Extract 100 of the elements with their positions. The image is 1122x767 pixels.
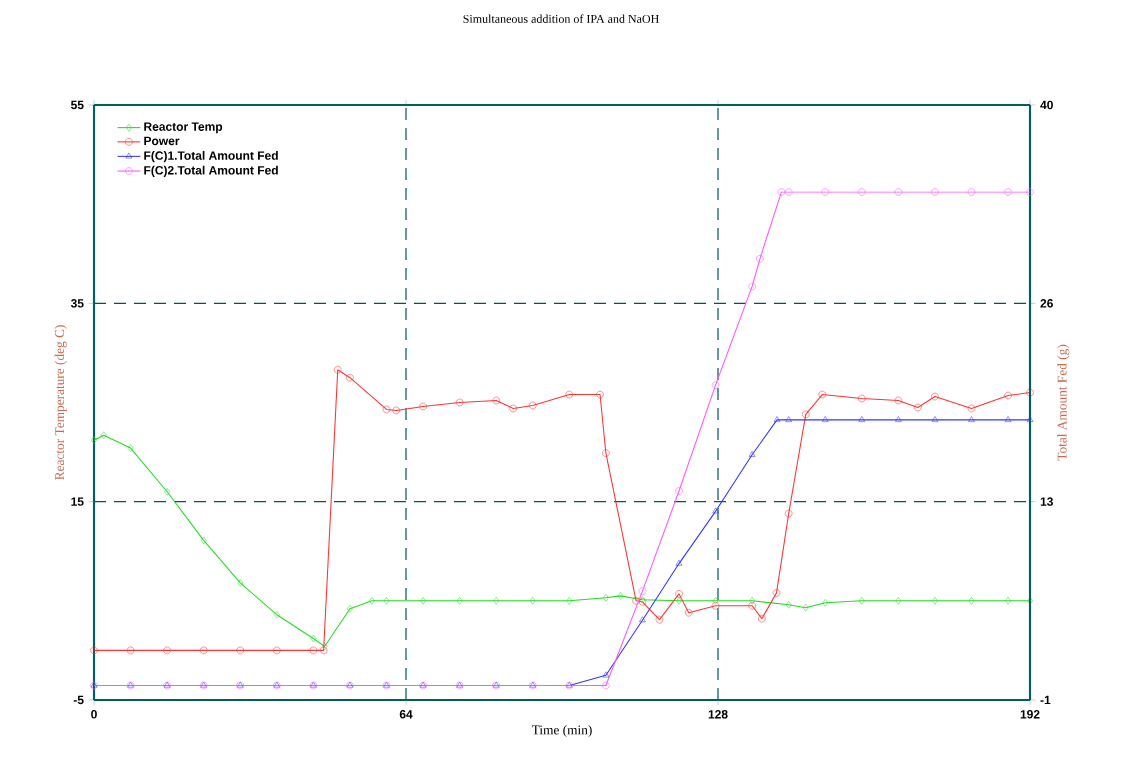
point bbox=[822, 599, 829, 607]
point bbox=[566, 597, 573, 605]
y-tick-label: 55 bbox=[70, 100, 84, 110]
point bbox=[756, 255, 764, 263]
point bbox=[383, 597, 390, 605]
y-tick-label: -5 bbox=[73, 695, 84, 705]
point bbox=[675, 590, 683, 598]
point bbox=[309, 646, 318, 655]
point bbox=[967, 404, 976, 413]
point bbox=[617, 592, 624, 600]
point bbox=[321, 642, 328, 651]
point bbox=[675, 559, 683, 566]
y2-tick-label: -1 bbox=[1040, 695, 1051, 705]
point bbox=[164, 488, 170, 496]
point bbox=[685, 608, 693, 617]
point bbox=[818, 390, 827, 399]
point bbox=[346, 373, 354, 382]
point bbox=[319, 646, 328, 655]
point bbox=[236, 646, 244, 655]
point bbox=[200, 536, 207, 545]
point bbox=[1027, 597, 1033, 605]
point bbox=[858, 394, 866, 403]
point bbox=[369, 597, 375, 605]
y-tick-label: 15 bbox=[71, 497, 84, 506]
point bbox=[894, 396, 903, 405]
point bbox=[858, 188, 866, 196]
point bbox=[632, 597, 640, 605]
point bbox=[772, 589, 781, 597]
point bbox=[1005, 597, 1011, 605]
point bbox=[967, 188, 976, 196]
y2-tick-label: 13 bbox=[1040, 497, 1053, 506]
point bbox=[758, 614, 766, 623]
point bbox=[785, 416, 792, 422]
legend-label: Power bbox=[144, 136, 180, 146]
point bbox=[273, 610, 280, 619]
point bbox=[90, 646, 98, 655]
y2-tick-label: 40 bbox=[1040, 100, 1053, 110]
point bbox=[914, 403, 922, 412]
point bbox=[310, 634, 317, 643]
point bbox=[492, 396, 500, 405]
point bbox=[91, 436, 97, 444]
point bbox=[749, 597, 755, 605]
point bbox=[895, 597, 902, 605]
point bbox=[802, 410, 810, 419]
point bbox=[1004, 391, 1012, 400]
x-tick-label: 0 bbox=[91, 710, 97, 719]
point bbox=[334, 366, 342, 374]
point bbox=[784, 509, 793, 518]
point bbox=[712, 507, 719, 514]
legend-label: F(C)1.Total Amount Fed bbox=[144, 151, 278, 163]
point bbox=[163, 646, 171, 655]
point bbox=[639, 616, 646, 623]
point bbox=[392, 406, 400, 415]
point bbox=[711, 381, 720, 389]
point bbox=[777, 188, 786, 196]
point bbox=[858, 597, 865, 605]
point bbox=[565, 390, 574, 399]
x-tick-label: 192 bbox=[1020, 710, 1040, 719]
point bbox=[968, 597, 975, 605]
point bbox=[602, 449, 610, 457]
point bbox=[895, 416, 902, 422]
point bbox=[931, 188, 939, 196]
point bbox=[655, 615, 664, 624]
point bbox=[858, 416, 866, 422]
point bbox=[821, 416, 829, 422]
point bbox=[675, 487, 683, 495]
y2-tick-label: 26 bbox=[1040, 299, 1053, 308]
point bbox=[273, 646, 281, 655]
point bbox=[419, 402, 427, 411]
legend-label: Reactor Temp bbox=[144, 122, 223, 134]
point bbox=[509, 404, 517, 413]
y-axis-title: Reactor Temperature (deg C) bbox=[54, 325, 67, 480]
y2-axis-title: Total Amount Fed (g) bbox=[1057, 344, 1070, 461]
point bbox=[894, 188, 903, 196]
point bbox=[603, 594, 609, 602]
point bbox=[931, 392, 939, 401]
x-tick-label: 128 bbox=[708, 710, 728, 719]
point bbox=[785, 601, 792, 609]
point bbox=[932, 597, 938, 605]
point bbox=[420, 597, 426, 605]
point bbox=[602, 681, 610, 690]
point bbox=[676, 597, 682, 605]
point bbox=[712, 597, 719, 605]
point bbox=[1026, 188, 1034, 196]
point bbox=[126, 646, 135, 655]
point bbox=[382, 405, 391, 414]
point bbox=[748, 282, 756, 291]
point bbox=[821, 188, 829, 196]
point bbox=[493, 597, 500, 605]
point bbox=[199, 646, 208, 655]
point bbox=[931, 416, 939, 422]
y-tick-label: 35 bbox=[70, 299, 84, 308]
point bbox=[711, 602, 720, 610]
point bbox=[1004, 188, 1012, 196]
point bbox=[529, 401, 537, 410]
legend-label: F(C)2.Total Amount Fed bbox=[144, 165, 278, 177]
point bbox=[802, 604, 809, 612]
point bbox=[748, 602, 756, 610]
point bbox=[748, 451, 756, 457]
point bbox=[638, 587, 647, 595]
